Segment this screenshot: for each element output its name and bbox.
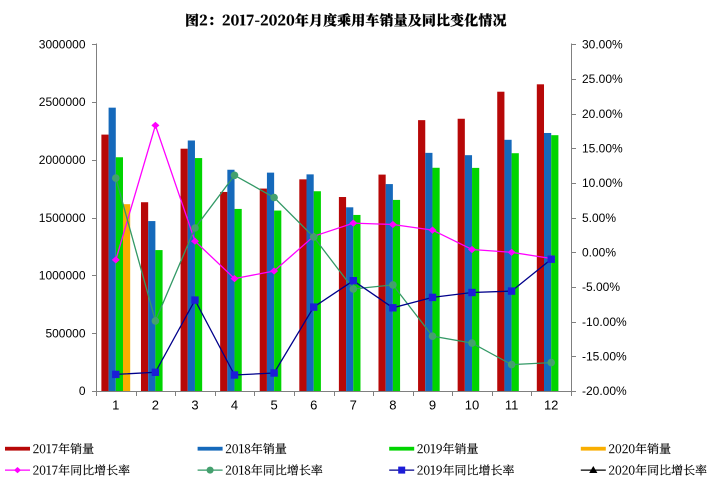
svg-text:20.00%: 20.00%	[582, 107, 623, 121]
svg-text:-15.00%: -15.00%	[582, 350, 627, 364]
svg-text:11: 11	[505, 398, 519, 413]
svg-text:3000000: 3000000	[39, 37, 86, 51]
svg-text:8: 8	[389, 398, 396, 413]
svg-text:30.00%: 30.00%	[582, 37, 623, 51]
svg-text:-5.00%: -5.00%	[582, 280, 620, 294]
svg-text:25.00%: 25.00%	[582, 72, 623, 86]
svg-text:0: 0	[79, 384, 86, 398]
svg-text:10.00%: 10.00%	[582, 176, 623, 190]
svg-text:12: 12	[544, 398, 558, 413]
svg-text:3: 3	[191, 398, 198, 413]
svg-text:1500000: 1500000	[39, 211, 86, 225]
svg-text:9: 9	[429, 398, 436, 413]
svg-text:6: 6	[310, 398, 317, 413]
svg-text:2: 2	[152, 398, 159, 413]
svg-text:4: 4	[231, 398, 238, 413]
svg-text:5: 5	[270, 398, 277, 413]
svg-text:1000000: 1000000	[39, 269, 86, 283]
svg-text:5.00%: 5.00%	[582, 211, 616, 225]
svg-text:0.00%: 0.00%	[582, 246, 616, 260]
svg-text:10: 10	[465, 398, 479, 413]
svg-text:15.00%: 15.00%	[582, 141, 623, 155]
svg-text:7: 7	[350, 398, 357, 413]
svg-text:1: 1	[112, 398, 119, 413]
svg-text:-20.00%: -20.00%	[582, 384, 627, 398]
svg-text:500000: 500000	[45, 326, 85, 340]
svg-text:-10.00%: -10.00%	[582, 315, 627, 329]
svg-text:2500000: 2500000	[39, 95, 86, 109]
svg-text:2000000: 2000000	[39, 153, 86, 167]
